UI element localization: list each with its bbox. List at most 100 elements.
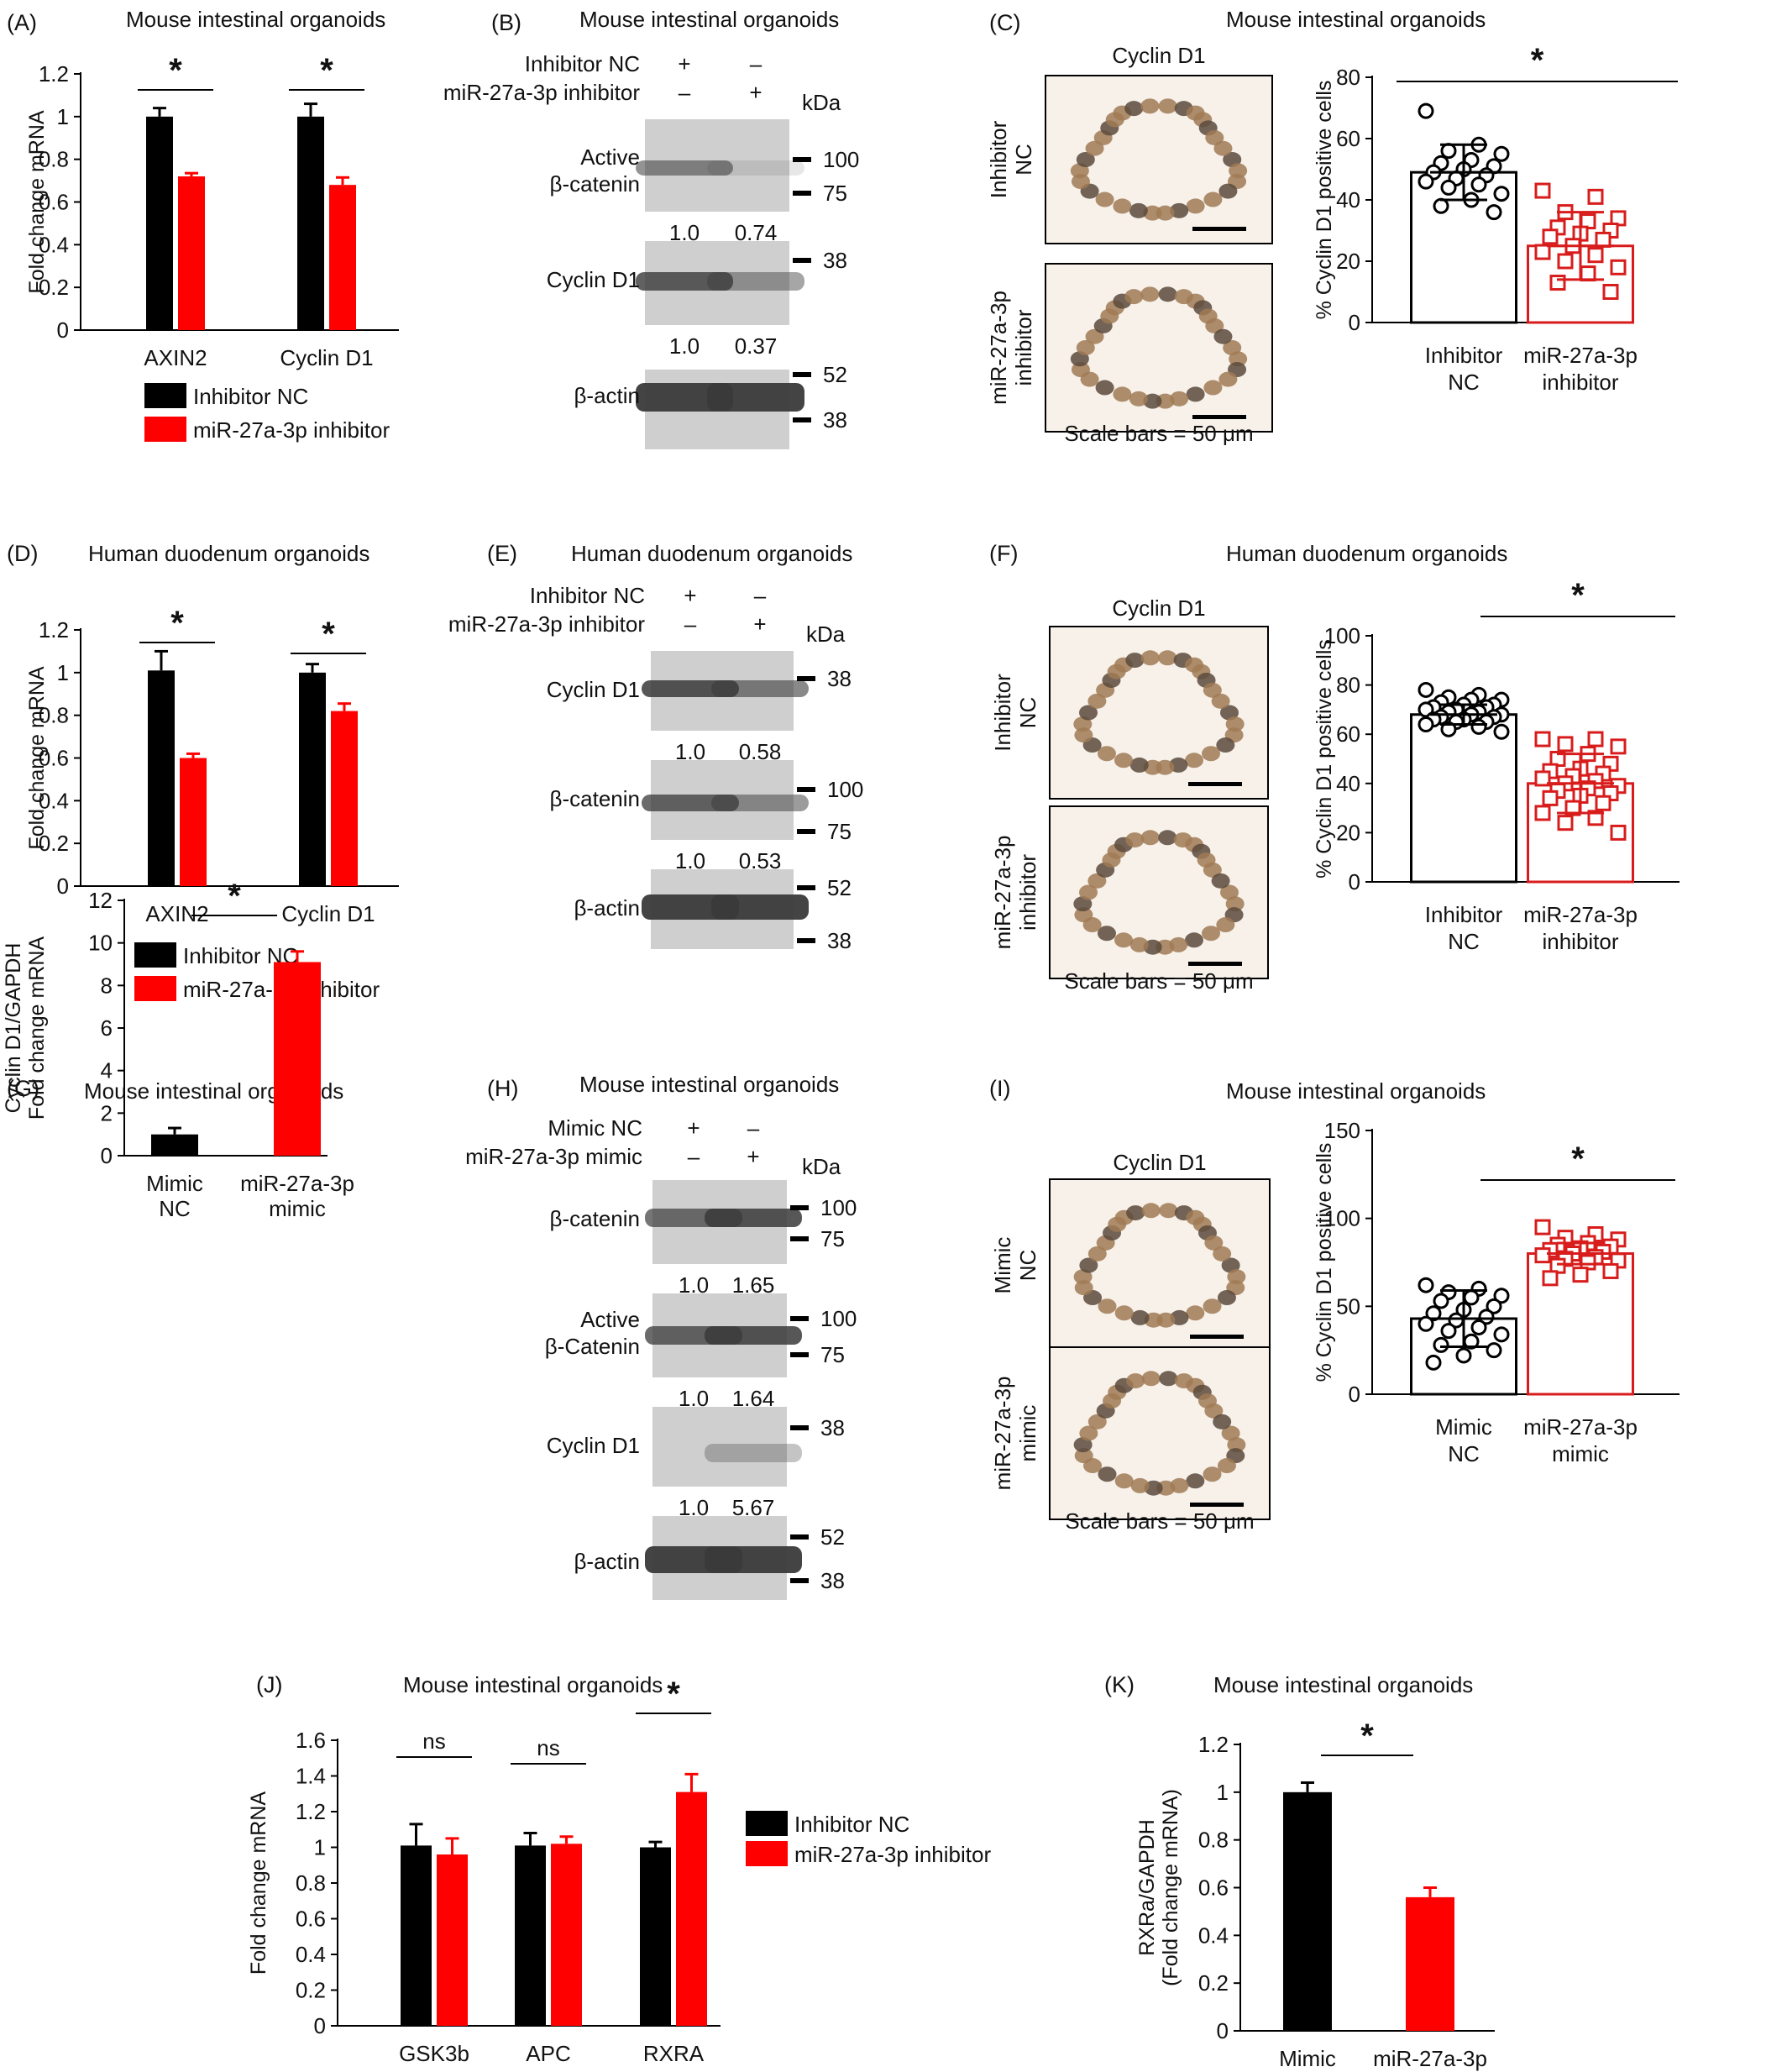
marker-tick	[797, 829, 815, 834]
panel-label-j: (J)	[256, 1672, 282, 1697]
y-tick-label: 0	[314, 2013, 326, 2038]
legend-swatch	[144, 383, 186, 408]
blot-panel-h: Mimic NC + – miR-27a-3p mimic – + kDa β-catenin…	[465, 1115, 857, 1600]
y-tick-label: 0.4	[39, 232, 69, 257]
stained-nucleus	[1170, 202, 1189, 218]
y-tick-label: 1.2	[1198, 1732, 1229, 1757]
panel-label-a: (A)	[7, 10, 37, 35]
stained-nucleus	[1217, 1458, 1236, 1474]
data-point	[1587, 731, 1604, 747]
y-axis-label: % Cyclin D1 positive cells	[1313, 1143, 1336, 1382]
stained-nucleus	[1125, 653, 1145, 669]
stained-nucleus	[1211, 693, 1230, 709]
stained-nucleus	[1141, 1371, 1161, 1387]
data-point	[1486, 1298, 1502, 1314]
data-point	[1587, 247, 1604, 264]
stained-nucleus	[1114, 753, 1134, 768]
data-point	[1557, 736, 1574, 753]
stained-nucleus	[1125, 832, 1145, 848]
stained-nucleus	[1130, 1309, 1150, 1325]
blots-layer: Inhibitor NC + – miR-27a-3p inhibitor – + kDa A…	[443, 51, 863, 1600]
marker-tick	[793, 258, 811, 263]
stained-nucleus	[1170, 391, 1189, 407]
marker-label: 100	[820, 1306, 857, 1331]
data-point	[1549, 275, 1566, 291]
legend-swatch	[746, 1841, 788, 1866]
scale-bar	[1190, 1503, 1244, 1507]
legend-label: Inhibitor NC	[794, 1812, 909, 1837]
stained-nucleus	[1203, 862, 1222, 878]
stained-nucleus	[1124, 289, 1144, 305]
marker-label: 38	[823, 407, 847, 433]
significance-marker: *	[1571, 577, 1585, 614]
micrograph-panel-c: Cyclin D1 InhibitorNC miR-27a-3pinhibitor S…	[986, 43, 1273, 446]
y-tick-label: 0.8	[39, 703, 69, 728]
significance-marker: *	[320, 52, 333, 89]
y-tick-label: 0.2	[296, 1978, 326, 2003]
condition-sign: –	[688, 1144, 700, 1169]
stained-nucleus	[1085, 328, 1104, 344]
y-tick-label: 0.4	[1198, 1923, 1229, 1948]
bar	[1283, 1791, 1332, 2031]
condition-label: miR-27a-3p mimic	[465, 1144, 642, 1169]
marker-tick	[790, 1316, 809, 1321]
panel-label-c: (C)	[989, 10, 1020, 35]
blot-name: β-actin	[574, 1549, 640, 1574]
marker-label: 52	[820, 1524, 845, 1550]
y-tick-label: 0.2	[39, 275, 69, 300]
stained-nucleus	[1143, 393, 1162, 409]
stained-nucleus	[1074, 727, 1093, 743]
significance-marker: *	[228, 878, 241, 915]
blot-panel-b: Inhibitor NC + – miR-27a-3p inhibitor – + kDa A…	[443, 51, 859, 449]
scale-bar	[1188, 782, 1242, 786]
data-point	[1572, 1267, 1589, 1283]
data-point	[1610, 259, 1627, 275]
stained-nucleus	[1113, 386, 1132, 402]
y-tick-label: 0	[1349, 310, 1360, 335]
scale-bar	[1188, 962, 1242, 966]
stained-nucleus	[1216, 917, 1235, 933]
stained-nucleus	[1158, 650, 1177, 666]
kda-label: kDa	[806, 622, 846, 647]
blot-name: β-actin	[574, 895, 640, 921]
data-point	[1542, 228, 1559, 245]
data-point	[1470, 1319, 1487, 1335]
y-tick-label: 8	[101, 973, 113, 998]
data-point	[1493, 1288, 1510, 1304]
x-tick-label: Cyclin D1	[281, 901, 375, 926]
stained-nucleus	[1074, 1448, 1093, 1464]
x-tick-label: APC	[526, 2041, 570, 2066]
blot-name: Cyclin D1	[547, 267, 640, 292]
significance-marker: *	[667, 1676, 680, 1713]
significance-marker: ns	[537, 1735, 559, 1760]
stained-nucleus	[1186, 198, 1205, 214]
stained-nucleus	[1140, 98, 1160, 114]
x-tick-label: miR-27a-3p inhibitor	[1523, 343, 1638, 395]
data-point	[1418, 1315, 1434, 1332]
stained-nucleus	[1186, 386, 1205, 402]
blot-name: Cyclin D1	[547, 677, 640, 702]
stained-nucleus	[1130, 1477, 1150, 1493]
x-tick-label: miR-27a-3pmimic	[1373, 2046, 1487, 2072]
panel-title-b: Mouse intestinal organoids	[579, 7, 839, 32]
stained-nucleus	[1140, 830, 1160, 846]
image-title: Cyclin D1	[1113, 1150, 1206, 1175]
data-point	[1542, 1270, 1559, 1287]
marker-tick	[790, 1534, 809, 1540]
stained-nucleus	[1079, 884, 1098, 900]
data-point	[1418, 716, 1434, 732]
condition-sign: –	[750, 51, 762, 76]
panel-label-h: (H)	[487, 1076, 518, 1101]
stained-nucleus	[1129, 391, 1148, 407]
marker-label: 38	[820, 1415, 845, 1440]
chart-d: 0 0.2 0.4 0.6 0.8 1 1.2 Fold change mRNA AXIN2 * C…	[25, 605, 399, 1002]
protein-band	[711, 795, 809, 811]
stained-nucleus	[1203, 191, 1223, 207]
marker-tick	[797, 938, 815, 943]
y-axis-label: RXRa/GAPDH(Fold change mRNA)	[1135, 1789, 1182, 1986]
panel-title-k: Mouse intestinal organoids	[1213, 1672, 1473, 1697]
marker-label: 52	[827, 875, 852, 900]
marker-tick	[790, 1578, 809, 1583]
condition-sign: +	[753, 611, 766, 637]
